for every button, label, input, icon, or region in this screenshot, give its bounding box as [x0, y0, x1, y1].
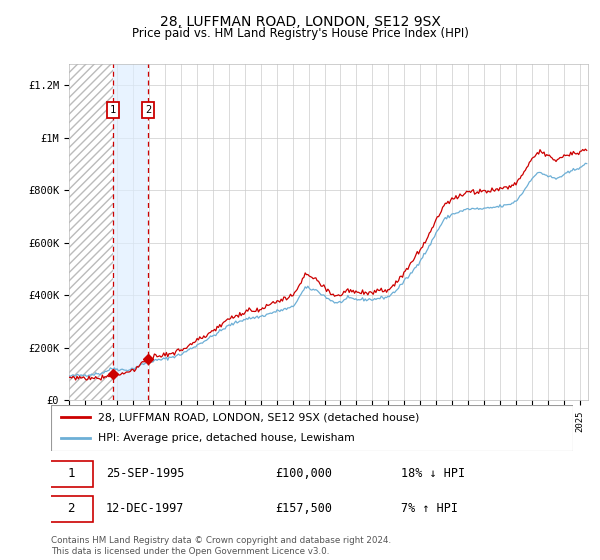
Text: Price paid vs. HM Land Registry's House Price Index (HPI): Price paid vs. HM Land Registry's House … [131, 27, 469, 40]
Text: 28, LUFFMAN ROAD, LONDON, SE12 9SX: 28, LUFFMAN ROAD, LONDON, SE12 9SX [160, 15, 440, 29]
Text: 7% ↑ HPI: 7% ↑ HPI [401, 502, 458, 515]
Text: 12-DEC-1997: 12-DEC-1997 [106, 502, 184, 515]
FancyBboxPatch shape [49, 496, 93, 522]
Text: HPI: Average price, detached house, Lewisham: HPI: Average price, detached house, Lewi… [98, 433, 355, 444]
Bar [113, 64, 148, 400]
Text: 2: 2 [67, 502, 74, 515]
Text: £100,000: £100,000 [275, 468, 332, 480]
Text: 28, LUFFMAN ROAD, LONDON, SE12 9SX (detached house): 28, LUFFMAN ROAD, LONDON, SE12 9SX (deta… [98, 412, 419, 422]
FancyBboxPatch shape [49, 460, 93, 487]
Text: 2: 2 [145, 105, 151, 115]
Text: 1: 1 [67, 468, 74, 480]
Bar [69, 64, 113, 400]
Text: 18% ↓ HPI: 18% ↓ HPI [401, 468, 465, 480]
Text: Contains HM Land Registry data © Crown copyright and database right 2024.
This d: Contains HM Land Registry data © Crown c… [51, 536, 391, 556]
Text: 1: 1 [109, 105, 116, 115]
Text: 25-SEP-1995: 25-SEP-1995 [106, 468, 184, 480]
Text: £157,500: £157,500 [275, 502, 332, 515]
